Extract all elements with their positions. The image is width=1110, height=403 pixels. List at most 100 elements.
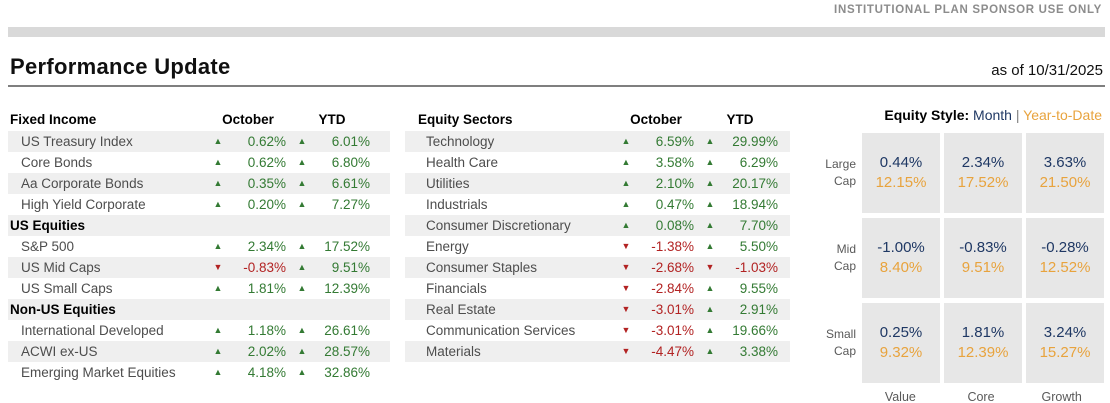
table-row: S&P 500 ▲ 2.34% ▲ 17.52%: [8, 236, 390, 257]
row-label: Emerging Market Equities: [21, 365, 176, 380]
row-label: US Small Caps: [21, 281, 113, 296]
table-row: Emerging Market Equities ▲ 4.18% ▲ 32.86%: [8, 362, 390, 383]
october-value: 2.02%: [247, 344, 286, 359]
up-arrow-icon: ▲: [213, 325, 223, 335]
section-label: Non-US Equities: [10, 302, 116, 317]
october-value: 0.20%: [247, 197, 286, 212]
row-label: US Treasury Index: [21, 134, 133, 149]
up-arrow-icon: ▲: [621, 178, 631, 188]
table-body: Technology ▲ 6.59% ▲ 29.99% Health Care ▲ 3.58%…: [405, 131, 790, 362]
table-row: International Developed ▲ 1.18% ▲ 26.61%: [8, 320, 390, 341]
table-row: US Small Caps ▲ 1.81% ▲ 12.39%: [8, 278, 390, 299]
down-arrow-icon: ▼: [621, 325, 631, 335]
style-month-value: -0.28%: [1041, 239, 1089, 256]
up-arrow-icon: ▲: [213, 199, 223, 209]
row-label: Consumer Discretionary: [426, 218, 571, 233]
up-arrow-icon: ▲: [705, 241, 715, 251]
table-row: High Yield Corporate ▲ 0.20% ▲ 7.27%: [8, 194, 390, 215]
table-row: Energy ▼ -1.38% ▲ 5.50%: [405, 236, 790, 257]
equity-style-grid: Large Cap 0.44% 12.15% 2.34% 17.52% 3.63% 21.50…: [808, 133, 1104, 383]
table-row: Consumer Discretionary ▲ 0.08% ▲ 7.70%: [405, 215, 790, 236]
october-value: 0.08%: [655, 218, 694, 233]
style-column-labels: Value Core Growth: [862, 388, 1104, 403]
style-cell: 3.63% 21.50%: [1026, 133, 1104, 213]
table-row: Utilities ▲ 2.10% ▲ 20.17%: [405, 173, 790, 194]
up-arrow-icon: ▲: [705, 136, 715, 146]
up-arrow-icon: ▲: [213, 346, 223, 356]
style-row-label: Small Cap: [808, 303, 862, 383]
style-ytd-value: 15.27%: [1039, 344, 1091, 361]
october-value: 0.35%: [247, 176, 286, 191]
october-value: -3.01%: [651, 323, 694, 338]
year-to-date-toggle[interactable]: Year-to-Date: [1023, 107, 1102, 123]
table-row: ACWI ex-US ▲ 2.02% ▲ 28.57%: [8, 341, 390, 362]
october-value: -4.47%: [651, 344, 694, 359]
style-cell: 2.34% 17.52%: [944, 133, 1022, 213]
row-label: Utilities: [426, 176, 470, 191]
style-column-label: Core: [967, 390, 995, 403]
row-label: Aa Corporate Bonds: [21, 176, 144, 191]
style-cell: -1.00% 8.40%: [862, 218, 940, 298]
october-value: -2.68%: [651, 260, 694, 275]
ytd-value: 18.94%: [732, 197, 778, 212]
as-of-date: as of 10/31/2025: [991, 62, 1103, 79]
style-ytd-value: 9.51%: [961, 259, 1005, 276]
table-row: Industrials ▲ 0.47% ▲ 18.94%: [405, 194, 790, 215]
october-value: 6.59%: [655, 134, 694, 149]
ytd-value: 7.70%: [739, 218, 778, 233]
down-arrow-icon: ▼: [621, 346, 631, 356]
toggle-separator: |: [1015, 107, 1020, 123]
section-label: US Equities: [10, 218, 86, 233]
style-row-label-line: Mid: [836, 241, 856, 256]
table-row: Real Estate ▼ -3.01% ▲ 2.91%: [405, 299, 790, 320]
up-arrow-icon: ▲: [213, 157, 223, 167]
fixed-income-table: Fixed Income October YTD US Treasury Ind…: [8, 107, 390, 383]
down-arrow-icon: ▼: [621, 262, 631, 272]
up-arrow-icon: ▲: [297, 157, 307, 167]
row-label: Real Estate: [426, 302, 496, 317]
style-month-value: -0.83%: [959, 239, 1007, 256]
october-value: -3.01%: [651, 302, 694, 317]
row-label: Materials: [426, 344, 481, 359]
row-label: Technology: [426, 134, 495, 149]
up-arrow-icon: ▲: [213, 367, 223, 377]
up-arrow-icon: ▲: [705, 157, 715, 167]
up-arrow-icon: ▲: [705, 283, 715, 293]
table-row: Communication Services ▼ -3.01% ▲ 19.66%: [405, 320, 790, 341]
down-arrow-icon: ▼: [621, 283, 631, 293]
up-arrow-icon: ▲: [705, 346, 715, 356]
up-arrow-icon: ▲: [705, 178, 715, 188]
table-row: Core Bonds ▲ 0.62% ▲ 6.80%: [8, 152, 390, 173]
ytd-value: 5.50%: [739, 239, 778, 254]
october-value: -0.83%: [243, 260, 286, 275]
up-arrow-icon: ▲: [621, 220, 631, 230]
up-arrow-icon: ▲: [297, 346, 307, 356]
october-value: 1.18%: [247, 323, 286, 338]
style-ytd-value: 12.15%: [875, 174, 927, 191]
october-value: 2.34%: [247, 239, 286, 254]
style-cell: -0.83% 9.51%: [944, 218, 1022, 298]
october-value: 1.81%: [247, 281, 286, 296]
table-row: Health Care ▲ 3.58% ▲ 6.29%: [405, 152, 790, 173]
october-value: -1.38%: [651, 239, 694, 254]
down-arrow-icon: ▼: [705, 262, 715, 272]
column-header-ytd: YTD: [726, 111, 754, 127]
table-header-row: Fixed Income October YTD: [8, 107, 390, 131]
month-toggle[interactable]: Month: [973, 107, 1012, 123]
style-row: Mid Cap -1.00% 8.40% -0.83% 9.51% -0.28% 12.52%: [808, 218, 1104, 298]
october-value: 4.18%: [247, 365, 286, 380]
style-ytd-value: 9.32%: [879, 344, 923, 361]
table-title: Fixed Income: [10, 111, 97, 127]
ytd-value: 26.61%: [324, 323, 370, 338]
style-month-value: 0.44%: [879, 154, 923, 171]
ytd-value: 3.38%: [739, 344, 778, 359]
page-title: Performance Update: [10, 54, 231, 79]
ytd-value: 29.99%: [732, 134, 778, 149]
style-row-label-line: Small: [825, 326, 856, 341]
table-row: Materials ▼ -4.47% ▲ 3.38%: [405, 341, 790, 362]
ytd-value: 6.80%: [331, 155, 370, 170]
down-arrow-icon: ▼: [213, 262, 223, 272]
column-header-october: October: [630, 111, 682, 127]
ytd-value: 28.57%: [324, 344, 370, 359]
equity-style-title: Equity Style:: [884, 107, 970, 123]
